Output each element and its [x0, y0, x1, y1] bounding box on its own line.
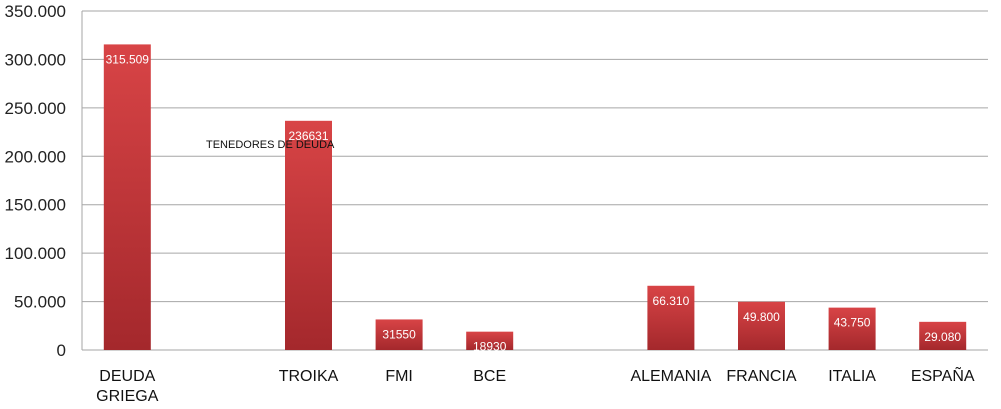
x-category-label: ITALIA	[828, 368, 876, 385]
bar-value-label: 31550	[382, 327, 416, 341]
bar	[103, 44, 151, 351]
bar-value-label: 66.310	[653, 294, 690, 308]
x-category-label: BCE	[473, 368, 506, 385]
y-tick-label: 0	[57, 341, 66, 360]
y-tick-label: 350.000	[5, 2, 66, 21]
bar-value-label: 236631	[288, 129, 328, 143]
y-tick-label: 50.000	[14, 293, 66, 312]
y-axis-ticks: 0 50.000 100.000 150.000 200.000 250.000 300.0…	[5, 2, 66, 360]
bar	[466, 331, 514, 350]
x-category-label: ALEMANIA	[630, 368, 711, 385]
bar-value-label: 43.750	[834, 316, 871, 330]
bar-value-label: 315.509	[106, 52, 150, 66]
x-category-label: FMI	[385, 368, 413, 385]
y-tick-label: 200.000	[5, 147, 66, 166]
bar	[285, 120, 332, 351]
x-category-label: TROIKA	[279, 368, 339, 385]
x-category-label: ESPAÑA	[911, 365, 975, 385]
data-labels: 315.509 236631 31550 18930 66.310 49.800 43.75…	[106, 52, 962, 353]
bar	[738, 301, 785, 350]
gridlines	[81, 10, 988, 351]
bar-value-label: 18930	[473, 340, 507, 354]
chart-annotation: TENEDORES DE DEUDA	[206, 139, 335, 151]
bar-value-label: 29.080	[924, 330, 961, 344]
bar	[919, 321, 967, 350]
bar-value-label: 49.800	[743, 310, 780, 324]
bar	[647, 285, 695, 350]
x-category-label: DEUDA GRIEGA	[96, 368, 159, 405]
y-tick-label: 300.000	[5, 50, 66, 69]
y-tick-label: 100.000	[5, 244, 66, 263]
y-tick-label: 150.000	[5, 196, 66, 215]
x-category-label: FRANCIA	[726, 368, 797, 385]
bar	[375, 319, 423, 350]
x-axis-labels: DEUDA GRIEGA TROIKA FMI BCE ALEMANIA FRANCIA IT…	[96, 365, 975, 405]
bar	[828, 307, 876, 350]
bars	[103, 44, 967, 351]
y-tick-label: 250.000	[5, 99, 66, 118]
